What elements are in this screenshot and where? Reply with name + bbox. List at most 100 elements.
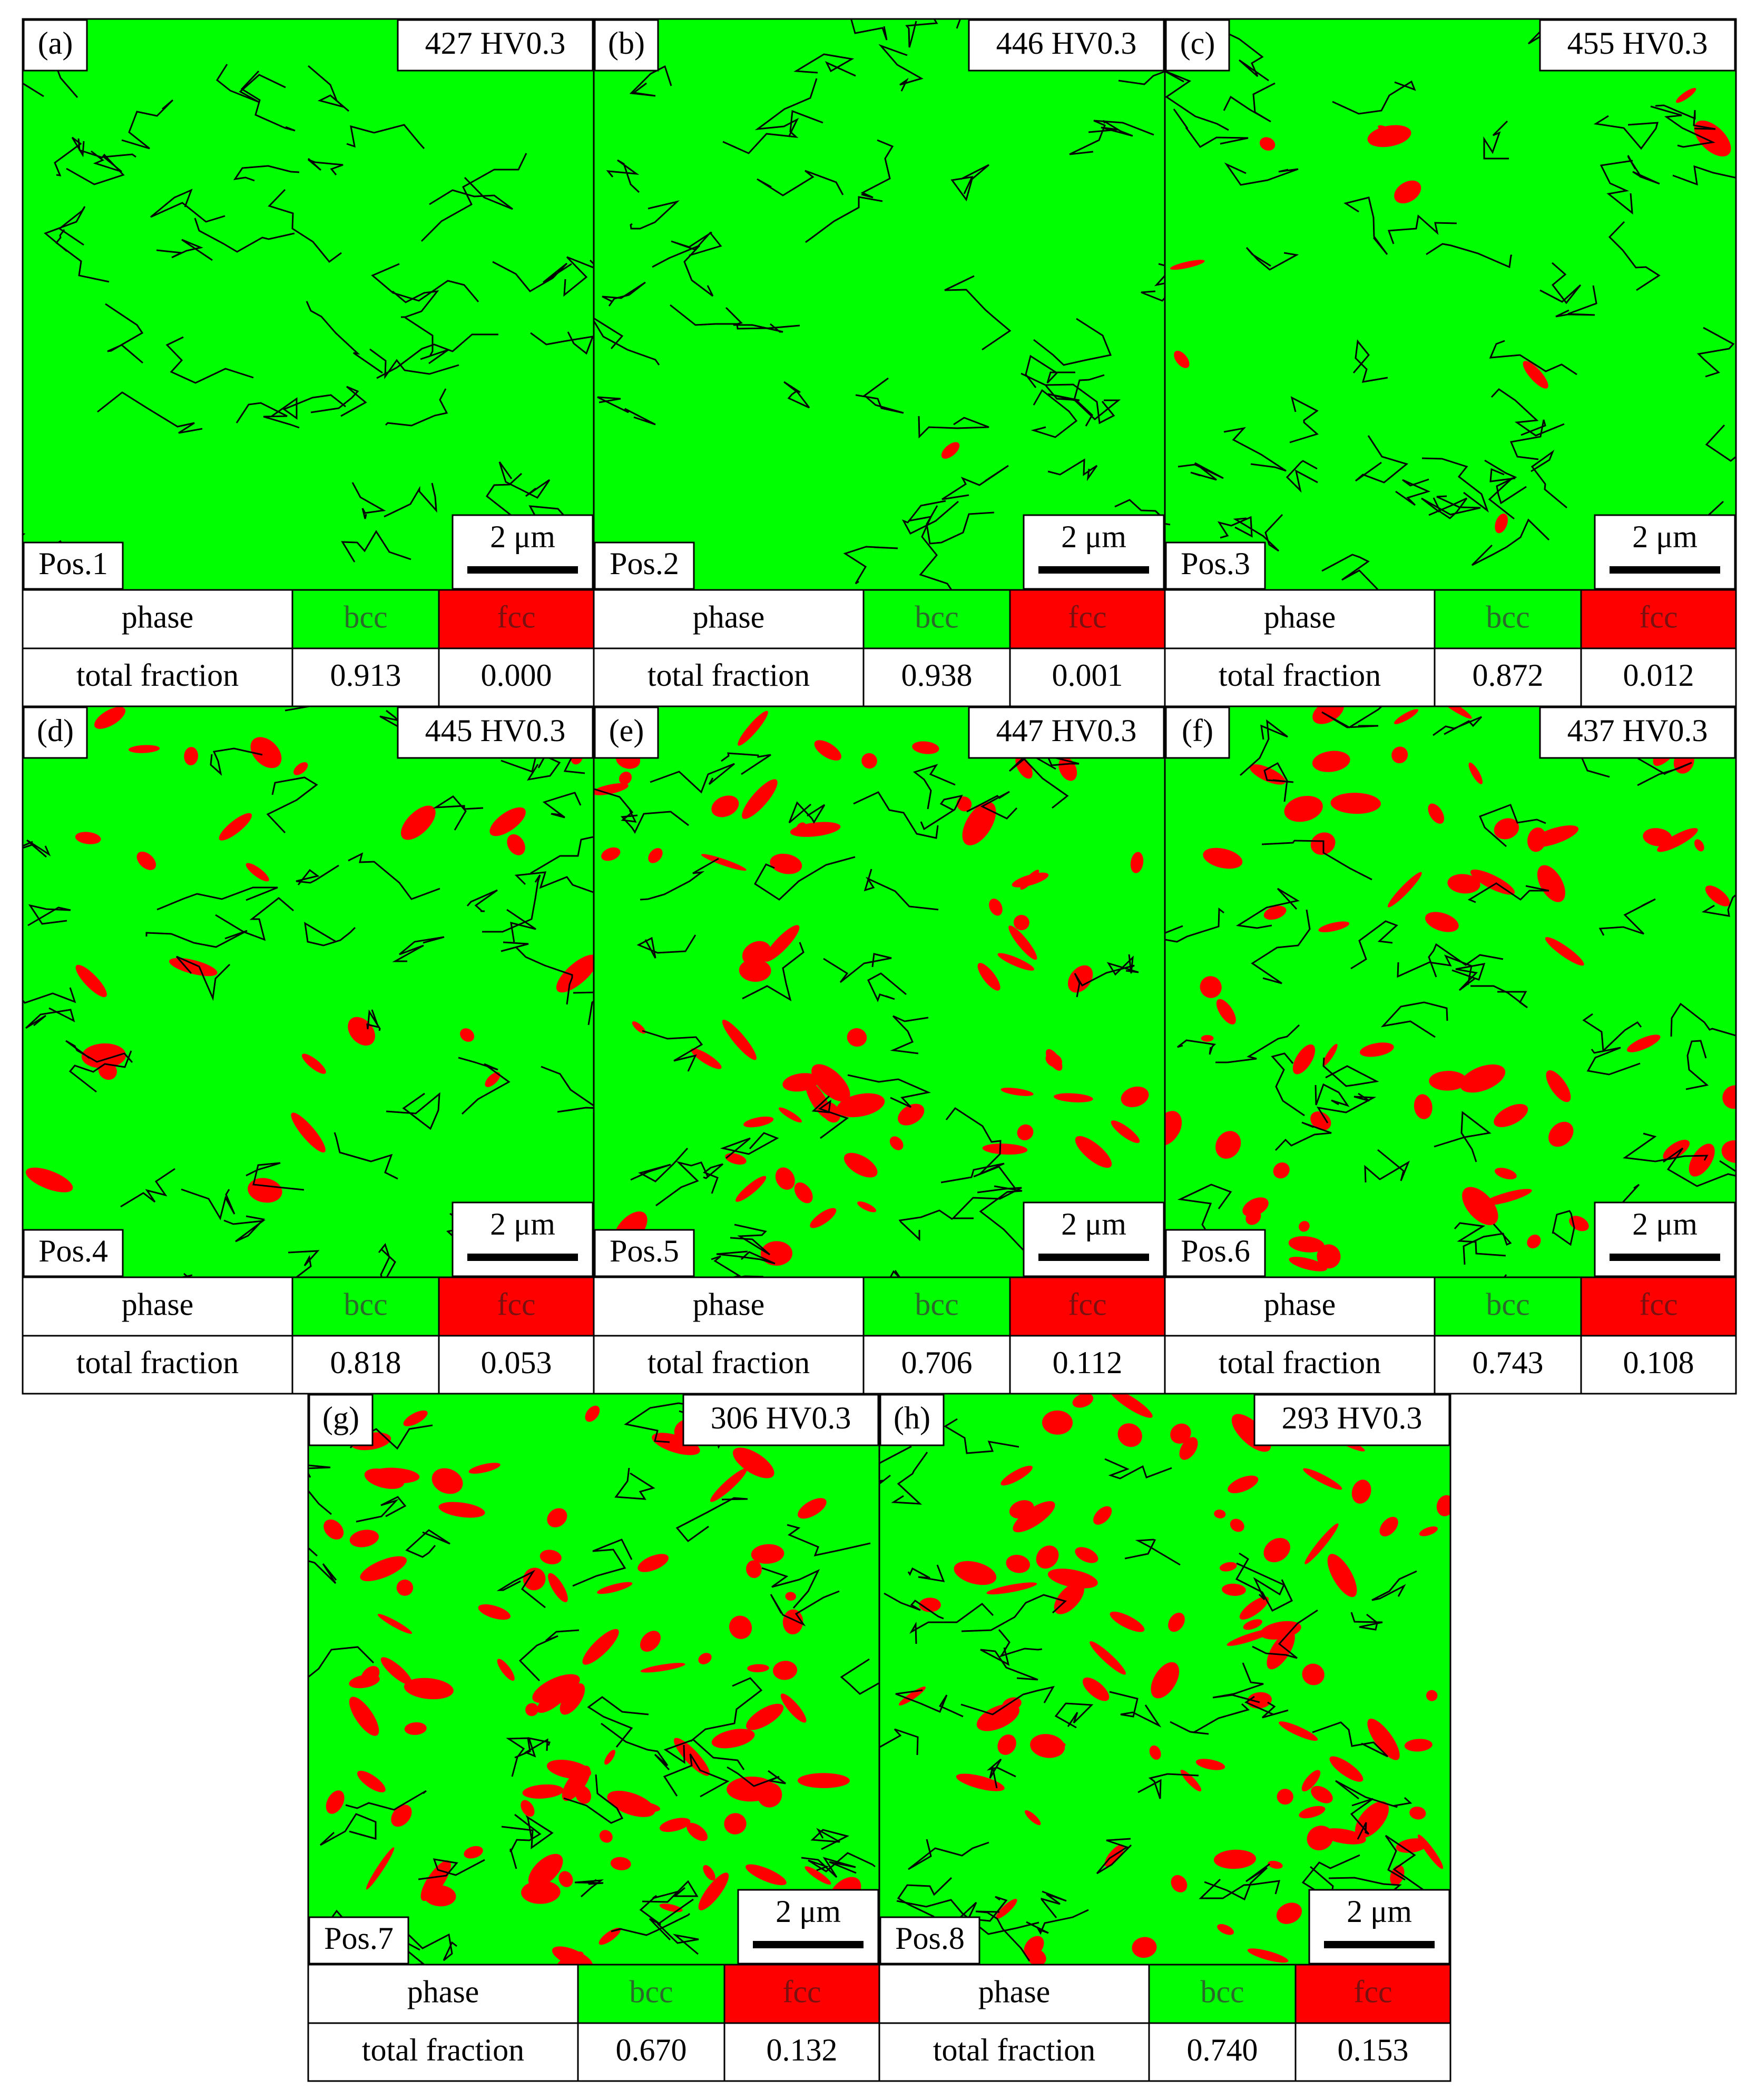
- fcc-grain: [1321, 1828, 1366, 1845]
- grain-boundary: [853, 791, 939, 839]
- fcc-grain: [1367, 1718, 1400, 1760]
- fcc-grain: [1006, 1554, 1031, 1573]
- fcc-grain: [814, 740, 841, 761]
- grain-boundary: [788, 801, 826, 824]
- grain-boundary: [944, 275, 1012, 351]
- row-cell: [291, 1335, 440, 1395]
- grain-boundary: [1045, 385, 1093, 427]
- fcc-grain: [1168, 1114, 1182, 1138]
- fcc-grain: [764, 925, 800, 962]
- phase-map: [594, 19, 1165, 590]
- fcc-grain: [1391, 746, 1408, 764]
- fcc-grain: [1299, 1221, 1310, 1232]
- panel: (c) 455 HV0.3 Pos.3 2 μm phase total fraction…: [1164, 18, 1737, 707]
- fcc-grain: [585, 1405, 600, 1422]
- grain-boundary: [1047, 458, 1098, 481]
- fcc-grain: [604, 1750, 615, 1765]
- row-text: 0.818: [330, 1345, 401, 1380]
- fcc-grain: [742, 779, 778, 819]
- fcc-grain: [1351, 1480, 1371, 1504]
- grain-boundary: [1490, 388, 1565, 437]
- panel: (a) 427 HV0.3 Pos.1 2 μm phase total fraction…: [22, 18, 595, 707]
- grain-boundary: [879, 1445, 912, 1485]
- fcc-grain: [1359, 1042, 1394, 1057]
- grain-boundary: [1244, 1695, 1289, 1719]
- fcc-grain: [539, 1550, 562, 1564]
- grain-boundary: [563, 1774, 624, 1824]
- grain-boundary: [1637, 757, 1692, 786]
- fcc-grain: [722, 1020, 757, 1060]
- grain-boundary: [918, 416, 989, 439]
- row-text: total fraction: [1219, 658, 1381, 693]
- header-cell: [1434, 1276, 1582, 1337]
- fcc-grain: [1195, 1759, 1225, 1770]
- fcc-grain: [1008, 925, 1037, 960]
- fcc-grain: [698, 1872, 729, 1910]
- fcc-grain: [1276, 1902, 1302, 1924]
- fcc-grain: [640, 1663, 685, 1673]
- grain-boundary: [1322, 1057, 1379, 1087]
- header-text: phase: [693, 599, 765, 634]
- fcc-grain: [1483, 1189, 1532, 1206]
- grain-boundary: [572, 1539, 633, 1587]
- fcc-grain: [1012, 872, 1049, 888]
- fcc-grain: [1093, 1506, 1112, 1525]
- position: Pos.4: [38, 1234, 108, 1268]
- fcc-grain: [1288, 1236, 1325, 1253]
- grain-boundary: [787, 1524, 871, 1557]
- grain-boundary: [1321, 706, 1383, 728]
- fcc-grain: [962, 802, 996, 845]
- panel: (f) 437 HV0.3 Pos.6 2 μm phase total fraction…: [1164, 705, 1737, 1395]
- fcc-grain: [1109, 1394, 1153, 1418]
- fcc-grain: [357, 1770, 386, 1792]
- scale-bar-box: [737, 1889, 879, 1965]
- fcc-grain: [1310, 1111, 1331, 1131]
- grain-boundary: [1705, 424, 1736, 462]
- label-box: [23, 19, 88, 72]
- label-box: [1165, 19, 1230, 72]
- row-text: 0.938: [901, 658, 973, 693]
- fcc-grain: [711, 1729, 755, 1749]
- grain-boundary: [850, 19, 888, 41]
- grain-boundary: [498, 461, 551, 499]
- header-text: phase: [1264, 599, 1336, 634]
- grain-boundary: [656, 1898, 699, 1955]
- row-cell: [1434, 1335, 1582, 1395]
- grain-boundary: [145, 930, 248, 948]
- grain-boundary: [811, 1095, 849, 1139]
- fcc-grain: [291, 1112, 326, 1153]
- position-box: [308, 1916, 409, 1965]
- header-text: phase: [122, 1287, 194, 1322]
- fcc-grain: [1149, 1745, 1161, 1760]
- label-box: [879, 1394, 945, 1446]
- fcc-grain: [556, 954, 594, 993]
- grain-boundary: [720, 1132, 779, 1159]
- hardness: 446 HV0.3: [996, 26, 1137, 61]
- header-cell: [291, 589, 440, 649]
- grain-boundary: [602, 281, 646, 307]
- fcc-grain: [1174, 350, 1190, 368]
- position: Pos.6: [1181, 1234, 1250, 1268]
- grain-boundary: [1177, 1184, 1232, 1239]
- fcc-grain: [686, 1822, 708, 1841]
- grain-boundary: [642, 1880, 699, 1903]
- grain-boundary: [730, 1224, 770, 1256]
- fcc-grain: [1130, 852, 1144, 873]
- fcc-grain: [1312, 706, 1345, 724]
- grain-boundary: [1555, 285, 1597, 318]
- fcc-grain: [757, 1782, 782, 1808]
- grain-boundary: [458, 1057, 511, 1115]
- grain-boundary: [233, 165, 300, 182]
- grain-boundary: [506, 1737, 531, 1777]
- fcc-grain: [1284, 795, 1323, 822]
- scale-bar: [467, 1254, 578, 1261]
- fcc-grain: [1494, 1103, 1528, 1127]
- fcc-grain: [1121, 1086, 1149, 1108]
- fcc-grain: [857, 1201, 877, 1212]
- fcc-grain: [1299, 1806, 1326, 1819]
- grain-boundary: [121, 99, 174, 150]
- grain-boundary: [466, 889, 498, 912]
- fcc-grain: [349, 1674, 380, 1689]
- position-box: [879, 1916, 980, 1965]
- row-text: 0.913: [330, 658, 401, 693]
